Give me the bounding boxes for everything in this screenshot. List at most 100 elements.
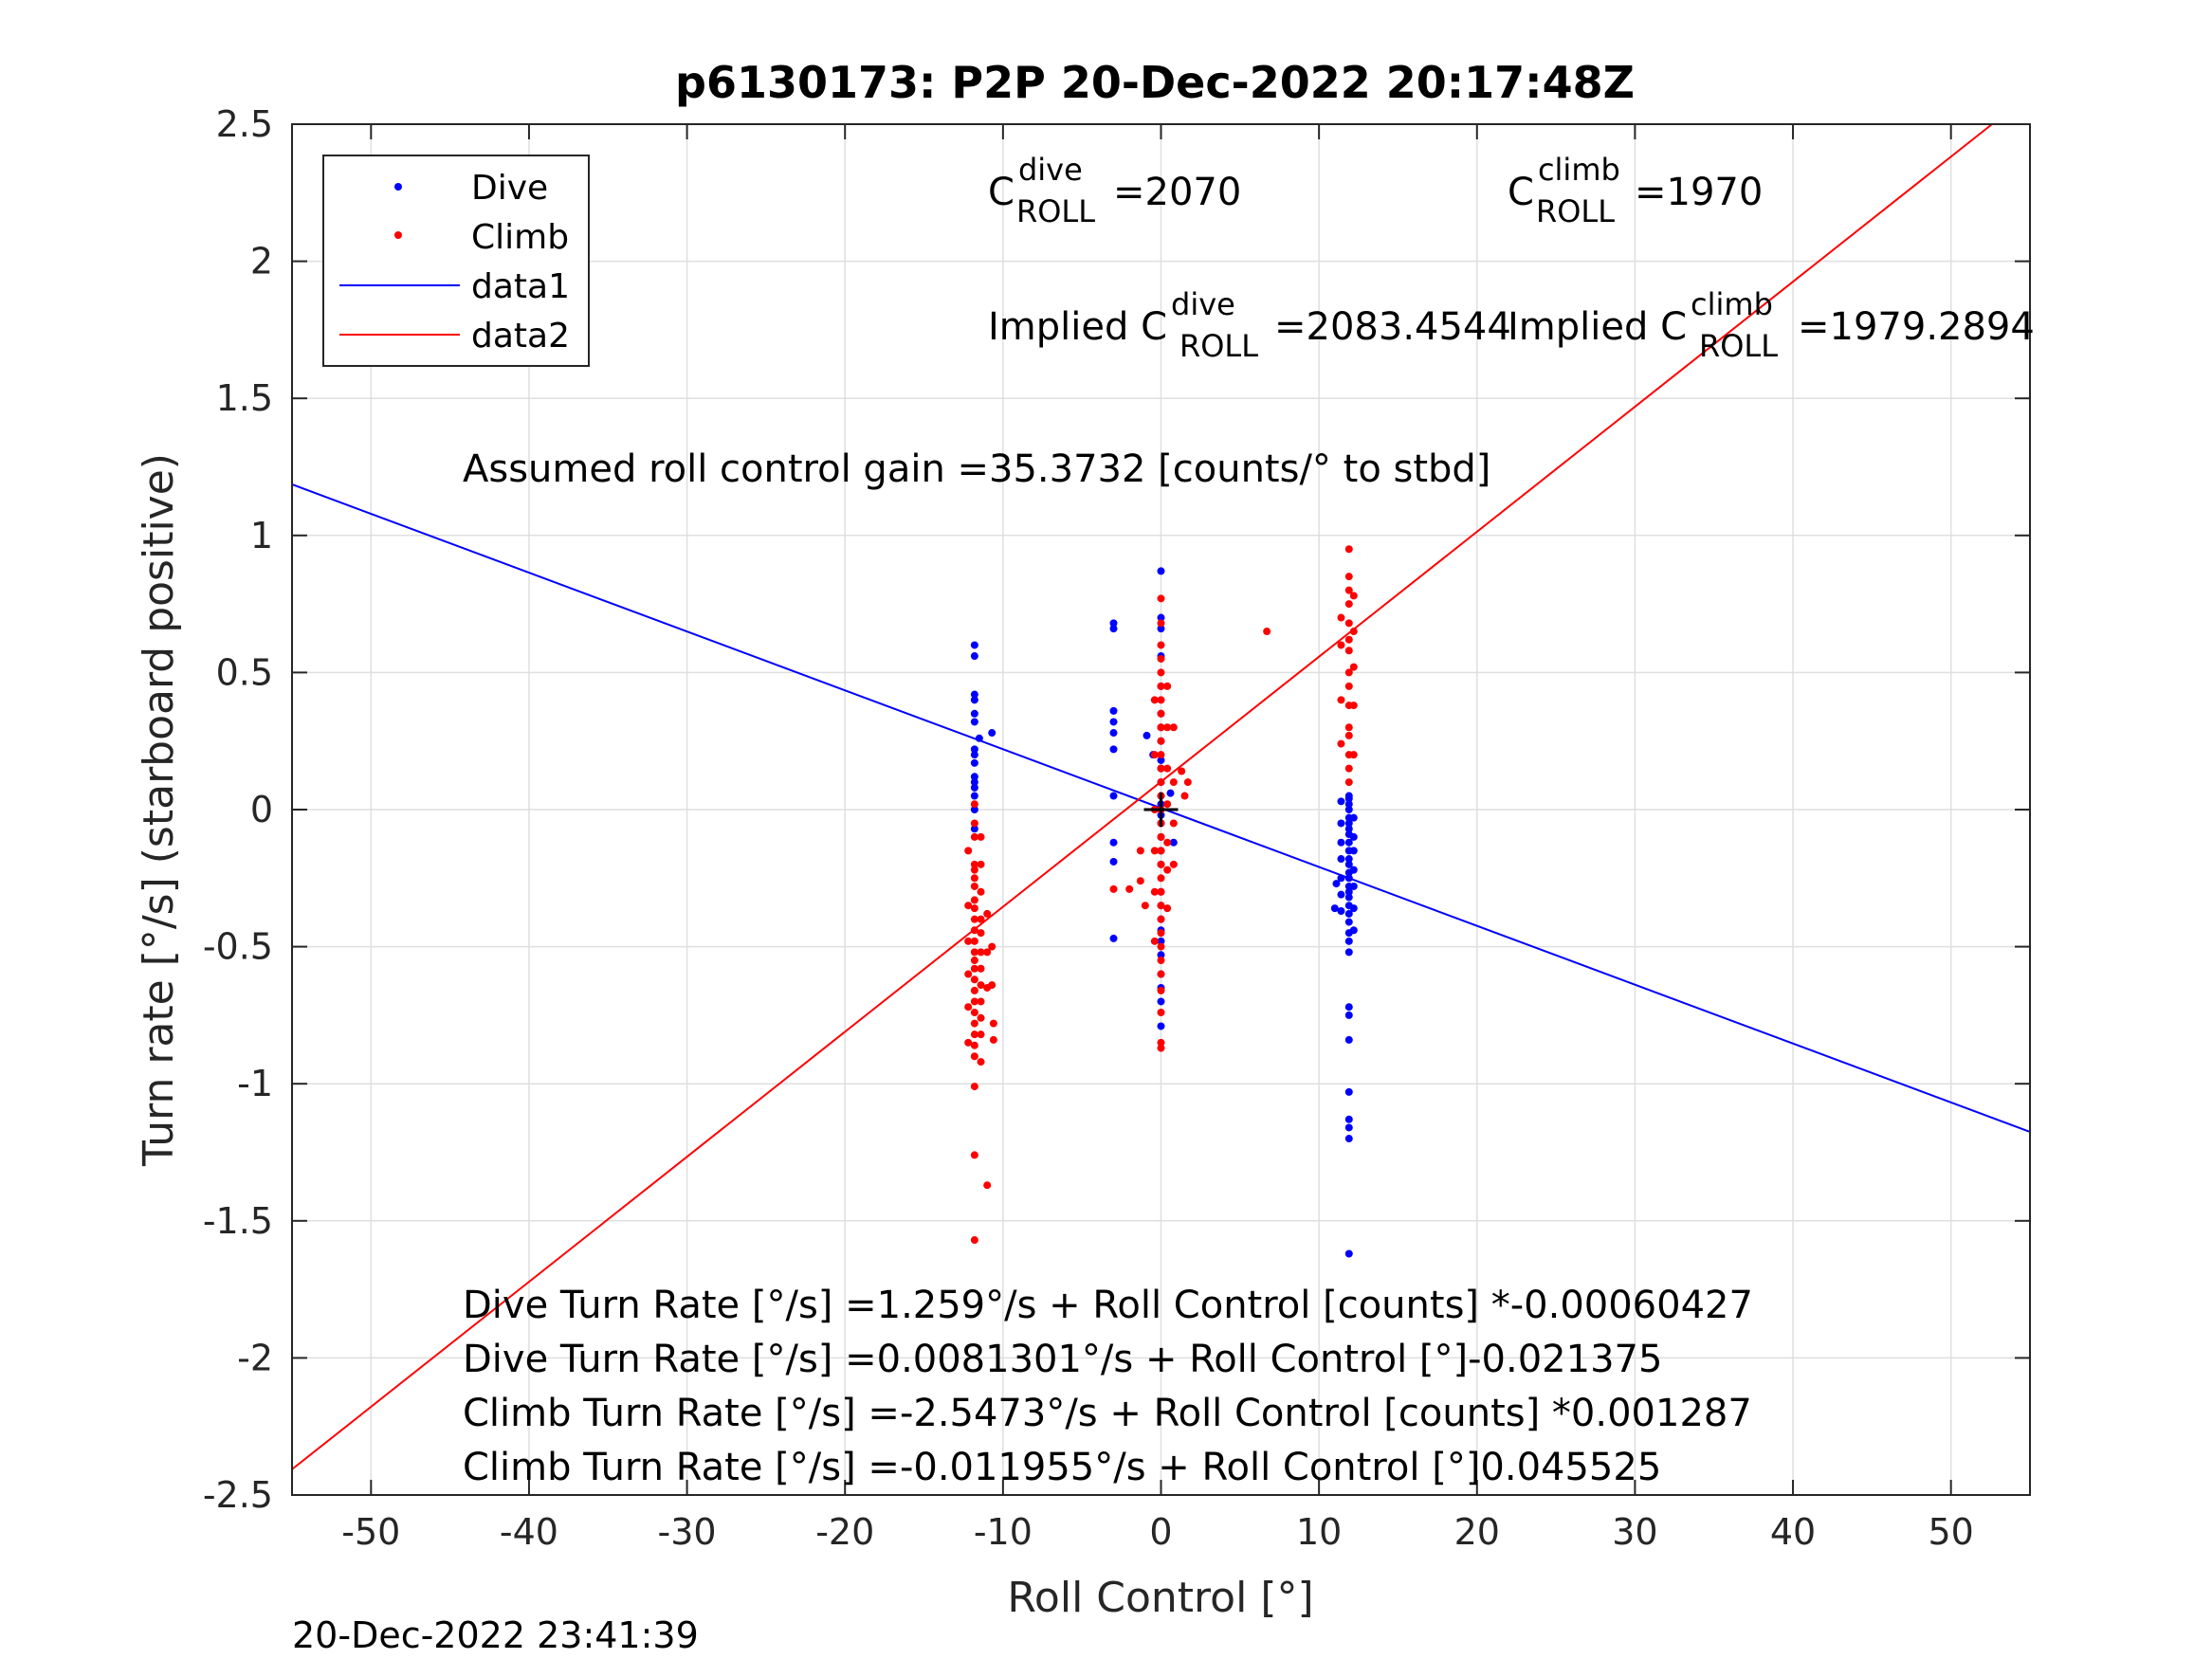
climb-point [1169,723,1178,732]
climb-point [1157,1044,1165,1052]
dive-point [1157,997,1165,1006]
climb-point [1337,696,1345,704]
y-tick-label: 2.5 [216,103,273,145]
climb-point [1178,767,1186,775]
climb-point [1157,860,1165,868]
climb-point [970,819,978,828]
fit-equation-climb-degrees: Climb Turn Rate [°/s] =-0.011955°/s + Ro… [463,1446,1661,1489]
dive-point [1344,874,1353,883]
fit-equation-dive-counts: Dive Turn Rate [°/s] =1.259°/s + Roll Co… [463,1284,1753,1327]
climb-point [1344,731,1353,739]
climb-point [970,948,978,957]
climb-point [1163,904,1172,913]
y-axis-label: Turn rate [°/s] (starboard positive) [135,453,183,1167]
climb-point [1337,613,1345,622]
implied-dive-value: =2083.4544 [1274,305,1511,349]
dive-point [1337,890,1345,899]
climb-point [1263,628,1271,636]
dive-point [1109,729,1118,738]
legend-dive-label: Dive [471,169,548,208]
climb-point [970,882,978,890]
climb-point [1180,792,1189,800]
climb-point [1157,709,1165,718]
climb-point [1157,887,1165,896]
dive-point [1344,1011,1353,1019]
x-tick-label: -50 [341,1511,400,1553]
dive-point [1337,907,1345,916]
dive-point [970,690,978,699]
climb-point [1344,619,1353,628]
legend-data1-label: data1 [471,267,570,306]
dive-point [970,718,978,726]
plot-border [291,123,2031,1496]
climb-point [970,904,978,913]
dive-point [1344,794,1353,803]
climb-point [1157,847,1165,855]
dive-point [1344,948,1353,957]
climb-point [1157,986,1165,994]
dive-point [1337,855,1345,864]
climb-point [977,929,985,938]
dive-point [1344,893,1353,902]
legend-box [322,155,590,367]
climb-point [1344,668,1353,677]
dive-point [1349,813,1358,822]
climb-point [970,1151,978,1159]
climb-point [1337,739,1345,748]
legend-data2-label: data2 [471,317,570,356]
climb-point [970,800,978,809]
y-tick-label: -1 [237,1063,273,1104]
c-climb-sub: ROLL [1536,193,1615,229]
dive-point [1344,1135,1353,1143]
y-tick-label: 0.5 [216,651,273,693]
dive-point [1344,1123,1353,1132]
climb-point [977,981,985,990]
climb-point [1150,937,1159,945]
climb-point [1157,764,1165,773]
y-tick-label: 1.5 [216,377,273,419]
c-dive-value: =2070 [1113,171,1241,214]
climb-point [1150,847,1159,855]
implied-dive-annotation: Implied Cdive [988,286,1235,349]
climb-point [983,948,992,957]
climb-point [977,948,985,957]
dive-point [1344,819,1353,828]
dive-point [1349,832,1358,841]
implied-dive-sup: dive [1171,286,1235,322]
climb-point [983,1181,992,1190]
climb-point [1163,764,1172,773]
y-tick-label: 1 [250,515,273,556]
climb-point [1157,594,1165,603]
climb-point [1157,915,1165,923]
climb-point [970,896,978,904]
implied-climb-base: Implied C [1508,305,1687,349]
dive-point [970,751,978,759]
climb-point [970,832,978,841]
climb-point [1349,663,1358,671]
climb-point [970,866,978,874]
dive-point [1344,855,1353,864]
c-dive-sup: dive [1018,152,1083,188]
climb-point [1157,619,1165,628]
climb-point [970,926,978,935]
climb-point [1109,884,1118,893]
climb-point [1169,819,1178,828]
climb-point [977,887,985,896]
dive-point [1332,880,1341,888]
dive-point [1344,887,1353,896]
climb-point [964,937,973,945]
climb-point [1349,592,1358,600]
climb-point [1344,635,1353,644]
dive-point [1109,934,1118,942]
dive-point [975,734,983,742]
dive-point [1157,625,1165,633]
climb-point [1163,682,1172,690]
dive-point [1157,756,1165,764]
dive-point [1330,904,1339,913]
climb-point [970,937,978,945]
dive-point [1349,882,1358,890]
fit-line-data2 [291,123,1993,1470]
climb-point [970,1030,978,1039]
dive-point [1337,838,1345,847]
climb-point [1157,1009,1165,1017]
